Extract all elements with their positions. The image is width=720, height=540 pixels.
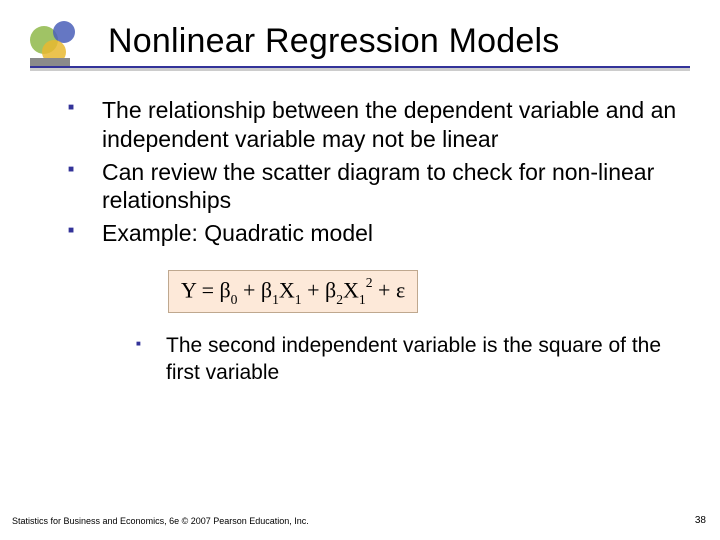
main-bullet-list: The relationship between the dependent v… (60, 96, 690, 248)
bullet-item: The relationship between the dependent v… (60, 96, 690, 154)
equation-box: Y = β0 + β1X1 + β2X12 + ε (168, 270, 418, 314)
title-underline-shadow (30, 68, 690, 71)
slide-logo (30, 14, 86, 70)
slide-content: The relationship between the dependent v… (60, 96, 690, 386)
sub-bullet-list: The second independent variable is the s… (130, 333, 690, 386)
bullet-item: Can review the scatter diagram to check … (60, 158, 690, 216)
slide-title: Nonlinear Regression Models (108, 22, 690, 61)
footer-text: Statistics for Business and Economics, 6… (12, 516, 309, 526)
sub-bullet-item: The second independent variable is the s… (130, 333, 690, 386)
bullet-item: Example: Quadratic model (60, 219, 690, 248)
page-number: 38 (695, 515, 706, 526)
